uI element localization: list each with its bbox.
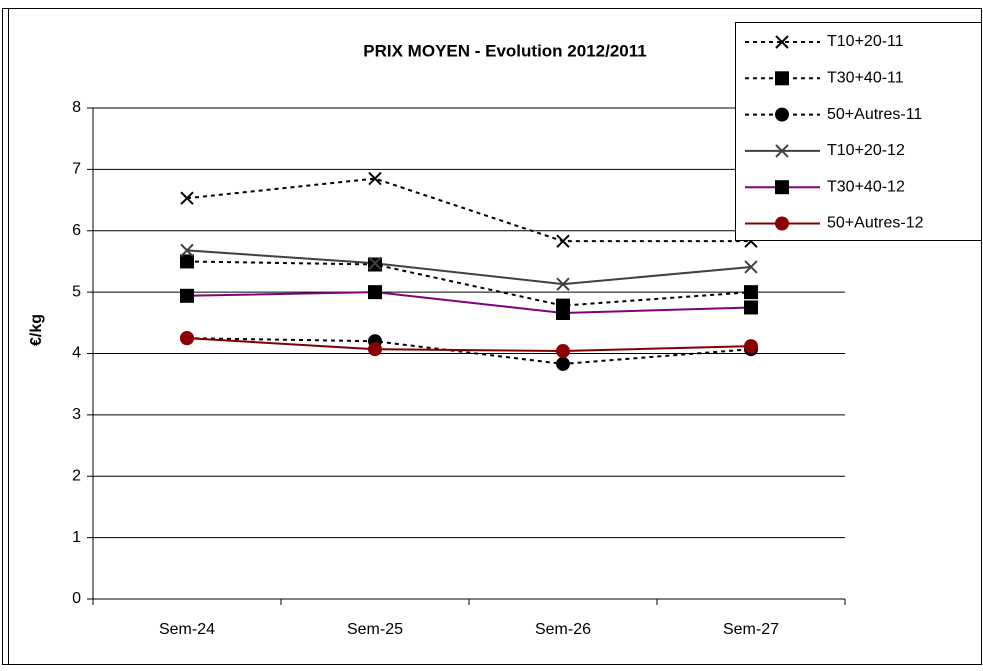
y-tick-label: 5 <box>72 283 81 300</box>
chart-border <box>8 8 982 665</box>
y-tick-label: 7 <box>72 161 81 178</box>
y-axis-label: €/kg <box>28 314 45 346</box>
x-tick-label: Sem-26 <box>535 621 591 638</box>
legend-marker <box>775 35 789 49</box>
y-tick-label: 8 <box>72 99 81 116</box>
legend-marker <box>775 107 789 122</box>
legend-label: 50+Autres-12 <box>827 215 924 232</box>
data-point <box>180 243 194 258</box>
data-point <box>556 356 570 371</box>
legend-marker <box>775 216 789 231</box>
data-point <box>180 254 194 269</box>
data-point <box>744 300 758 315</box>
legend-label: T10+20-12 <box>827 142 905 159</box>
data-point <box>368 342 382 357</box>
legend-label: T30+40-12 <box>827 178 905 195</box>
data-point <box>368 171 382 186</box>
data-point <box>556 277 570 291</box>
data-point <box>180 288 194 303</box>
series-line <box>186 177 751 243</box>
chart-title: PRIX MOYEN - Evolution 2012/2011 <box>363 41 646 60</box>
data-point <box>368 256 382 270</box>
data-point <box>180 191 194 205</box>
data-point <box>556 344 570 359</box>
legend-marker <box>775 71 789 86</box>
data-point <box>556 234 570 248</box>
data-point <box>744 285 758 300</box>
series-line <box>186 291 752 314</box>
y-tick-label: 3 <box>72 406 81 423</box>
legend-label: T10+20-11 <box>827 33 904 50</box>
data-point <box>744 260 758 274</box>
data-point <box>368 285 382 300</box>
legend-marker <box>775 144 789 158</box>
x-tick-label: Sem-27 <box>723 621 779 638</box>
data-point <box>180 331 194 346</box>
y-tick-label: 4 <box>72 345 81 362</box>
y-tick-label: 0 <box>72 590 81 607</box>
legend-label: T30+40-11 <box>827 70 904 87</box>
y-tick-label: 1 <box>72 529 81 546</box>
x-tick-label: Sem-24 <box>159 621 215 638</box>
data-point <box>744 339 758 354</box>
legend-marker <box>775 180 789 195</box>
x-tick-label: Sem-25 <box>347 621 403 638</box>
data-point <box>556 305 570 320</box>
series-line <box>186 260 752 307</box>
series-line <box>186 337 752 365</box>
legend-box <box>735 22 982 241</box>
series-line <box>186 337 752 353</box>
series-line <box>186 249 752 286</box>
y-tick-label: 6 <box>72 222 81 239</box>
y-tick-label: 2 <box>72 467 81 484</box>
legend-label: 50+Autres-11 <box>827 106 922 123</box>
